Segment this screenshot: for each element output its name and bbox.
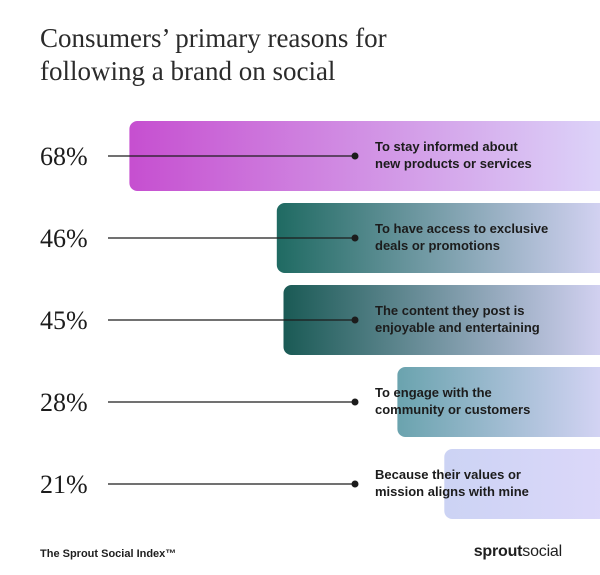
leader-dot-5 — [351, 480, 359, 488]
chart-title-line-2: following a brand on social — [40, 56, 336, 86]
value-label-3: 45% — [40, 306, 88, 335]
source-label: The Sprout Social Index™ — [40, 548, 177, 560]
value-label-5: 21% — [40, 470, 88, 499]
category-label-5: Because their values or mission aligns wi… — [375, 467, 529, 499]
value-label-4: 28% — [40, 388, 88, 417]
bar-3 — [283, 285, 600, 355]
brand-logo-part-1: sprout — [473, 543, 523, 560]
leader-dot-1 — [351, 152, 359, 160]
brand-logo: sproutsocial — [474, 543, 562, 561]
bar-4 — [397, 367, 600, 437]
leader-dot-3 — [351, 316, 359, 324]
leader-dot-4 — [351, 398, 359, 406]
category-label-3: The content they post is enjoyable and en… — [375, 303, 540, 335]
value-label-2: 46% — [40, 224, 88, 253]
chart-title-line-1: Consumers’ primary reasons for — [40, 23, 387, 53]
value-label-1: 68% — [40, 142, 88, 171]
category-label-2: To have access to exclusive deals or prom… — [375, 221, 548, 253]
leader-dot-2 — [351, 234, 359, 242]
brand-logo-part-2: social — [522, 543, 562, 560]
bar-1 — [129, 121, 600, 191]
category-label-4: To engage with the community or customers — [375, 385, 530, 417]
chart-title: Consumers’ primary reasons for following… — [40, 22, 580, 88]
bar-2 — [276, 203, 600, 273]
category-label-1: To stay informed about new products or se… — [375, 139, 532, 171]
bar-5 — [444, 449, 600, 519]
